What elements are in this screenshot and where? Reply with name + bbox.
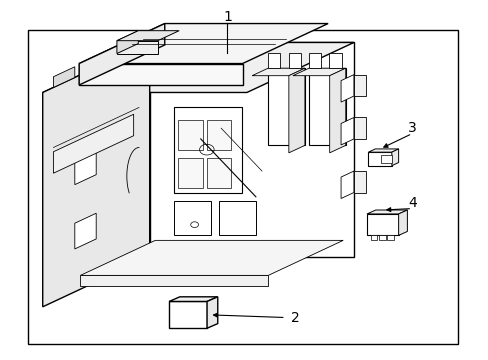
Bar	[386, 235, 393, 240]
Polygon shape	[75, 213, 96, 249]
Polygon shape	[337, 90, 353, 114]
Polygon shape	[391, 149, 398, 166]
Polygon shape	[340, 75, 353, 102]
Polygon shape	[398, 210, 407, 235]
Bar	[380, 155, 391, 163]
Polygon shape	[308, 68, 345, 145]
Bar	[378, 235, 385, 240]
Polygon shape	[267, 53, 280, 68]
Polygon shape	[308, 53, 321, 68]
Polygon shape	[340, 171, 353, 198]
Text: 3: 3	[407, 121, 416, 135]
Bar	[169, 301, 206, 328]
Polygon shape	[340, 117, 353, 145]
Polygon shape	[149, 42, 353, 257]
Polygon shape	[81, 240, 343, 275]
Polygon shape	[79, 64, 242, 85]
Bar	[368, 152, 391, 166]
Polygon shape	[174, 201, 210, 235]
Polygon shape	[366, 210, 407, 214]
Polygon shape	[288, 53, 300, 68]
Polygon shape	[219, 201, 255, 235]
Polygon shape	[292, 68, 345, 76]
Polygon shape	[53, 67, 75, 87]
Polygon shape	[53, 114, 133, 173]
Polygon shape	[329, 53, 341, 68]
Polygon shape	[353, 75, 366, 96]
Polygon shape	[337, 197, 353, 221]
Polygon shape	[81, 275, 268, 286]
Polygon shape	[252, 68, 304, 76]
Text: 4: 4	[407, 196, 416, 210]
Polygon shape	[329, 68, 345, 153]
Polygon shape	[42, 42, 353, 93]
Polygon shape	[353, 117, 366, 139]
Polygon shape	[206, 158, 231, 188]
Polygon shape	[206, 297, 217, 328]
Polygon shape	[75, 149, 96, 185]
Text: 2: 2	[290, 311, 299, 324]
Polygon shape	[42, 42, 149, 307]
Polygon shape	[169, 297, 217, 301]
Bar	[370, 235, 376, 240]
Polygon shape	[267, 68, 304, 145]
Text: 1: 1	[223, 10, 231, 24]
Polygon shape	[288, 68, 304, 153]
Polygon shape	[117, 31, 138, 54]
Polygon shape	[368, 149, 398, 152]
Polygon shape	[337, 143, 353, 168]
Bar	[366, 214, 398, 235]
Polygon shape	[353, 171, 366, 193]
Polygon shape	[178, 158, 203, 188]
Polygon shape	[117, 31, 179, 41]
Polygon shape	[79, 23, 164, 85]
Polygon shape	[79, 23, 327, 64]
Bar	[28, 30, 458, 344]
Polygon shape	[174, 107, 241, 193]
Polygon shape	[178, 120, 203, 150]
Polygon shape	[117, 41, 158, 54]
Polygon shape	[206, 120, 231, 150]
